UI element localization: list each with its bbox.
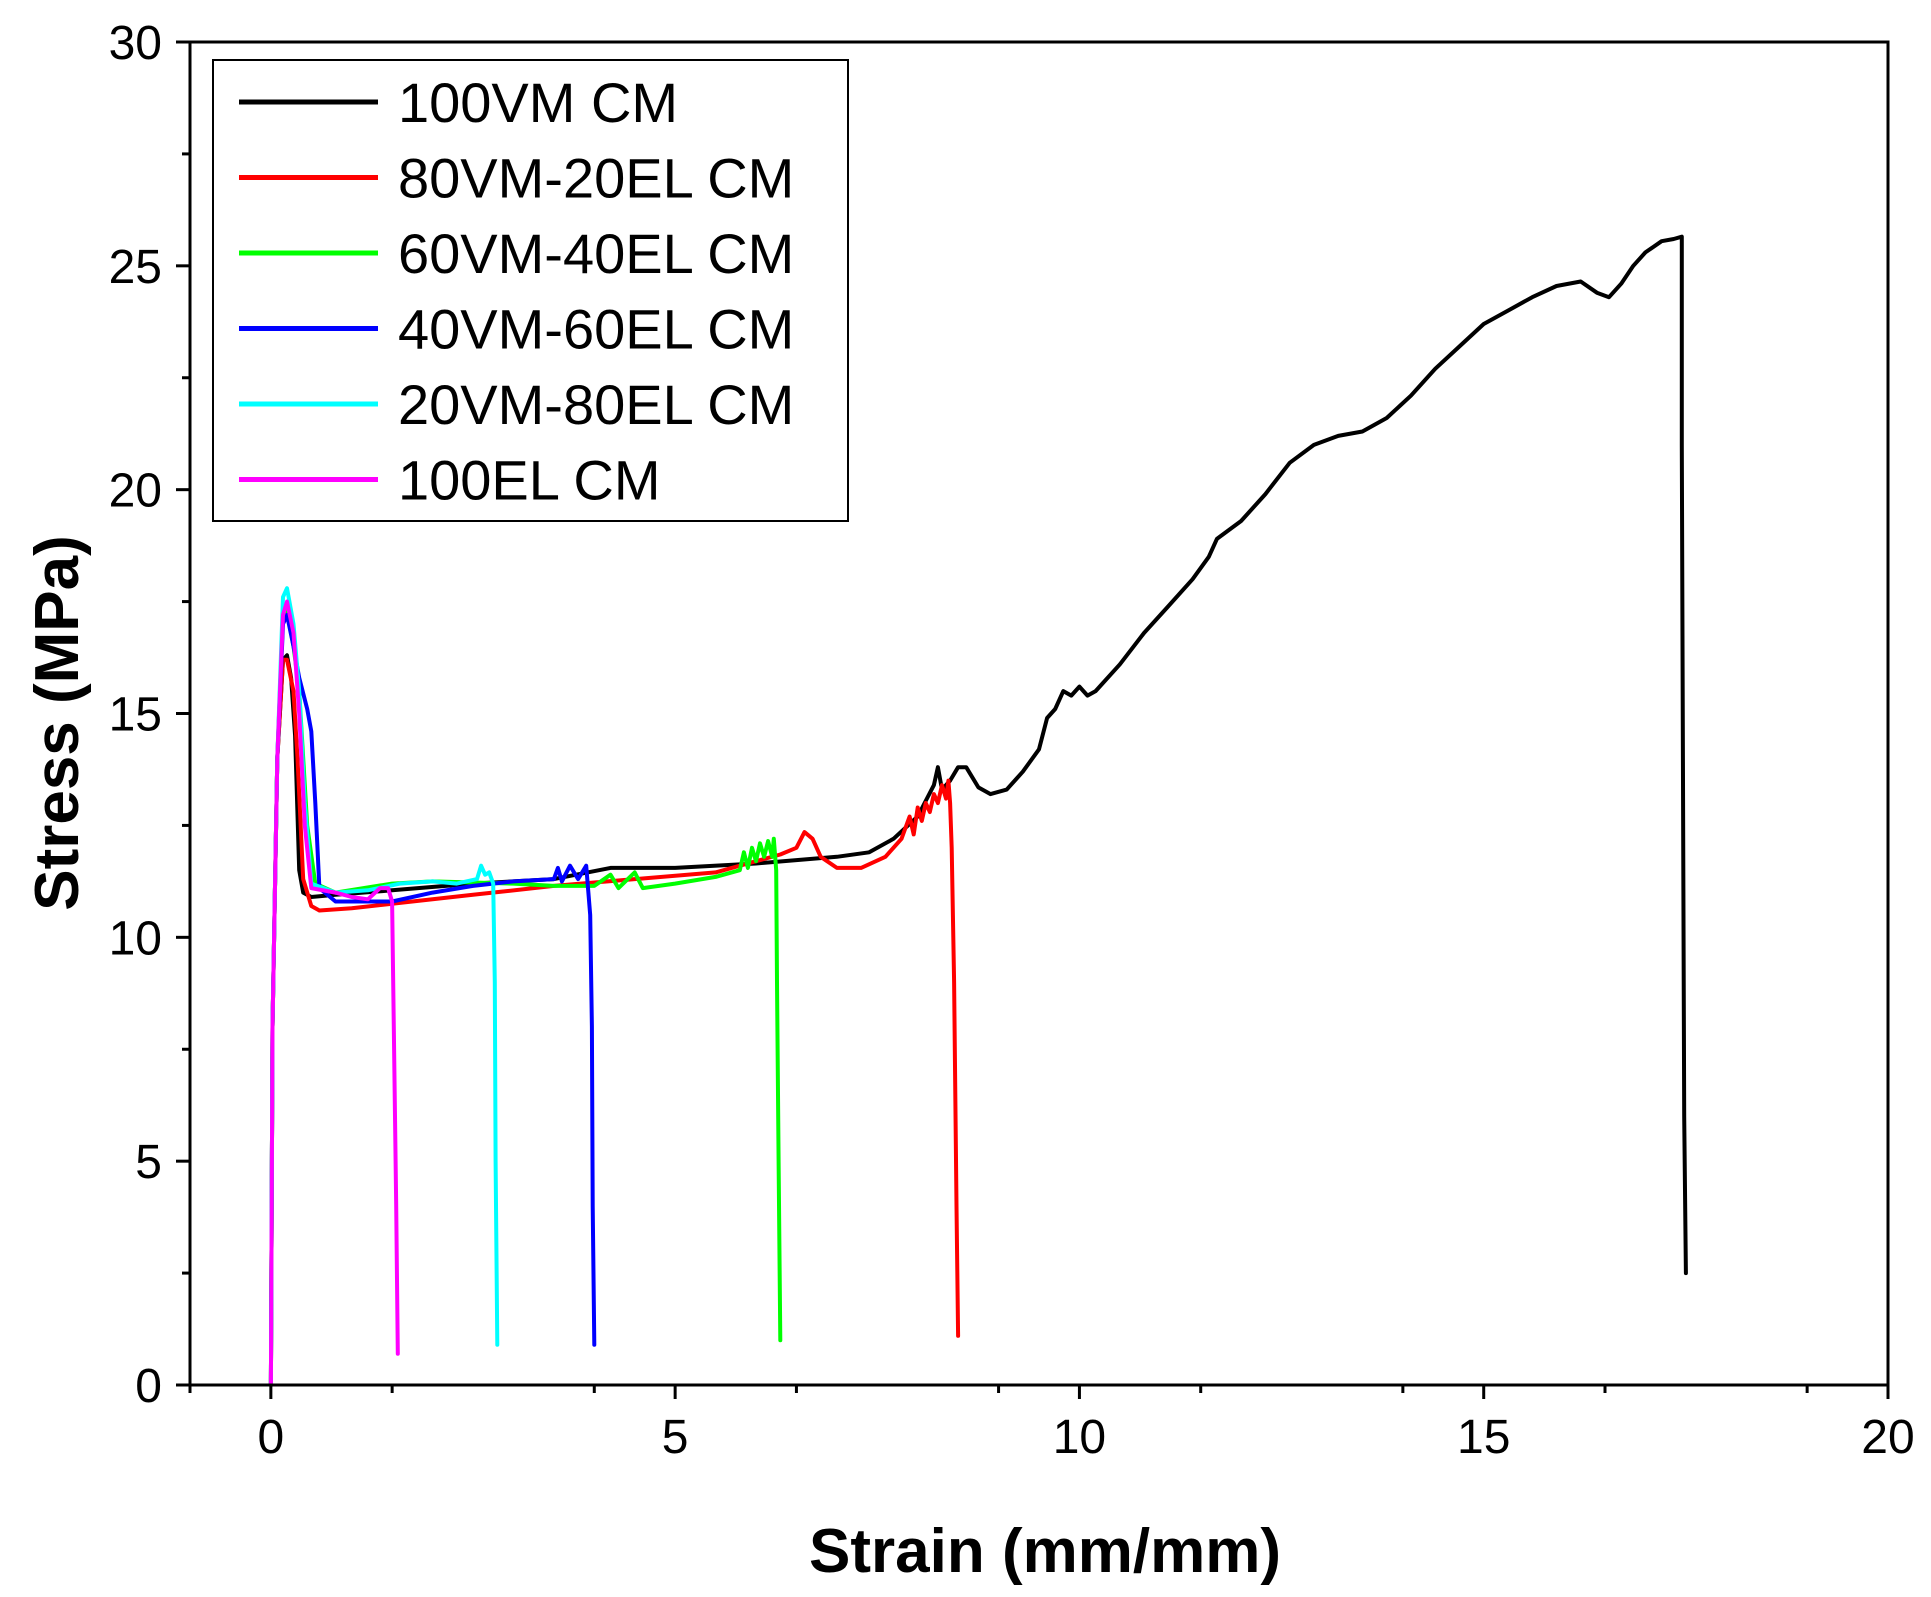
y-tick-label: 10 — [109, 912, 162, 965]
legend: 100VM CM 80VM-20EL CM 60VM-40EL CM 40VM-60E… — [212, 59, 849, 522]
legend-label-6: 100EL CM — [398, 449, 661, 512]
x-axis-title: Strain (mm/mm) — [809, 1517, 1281, 1586]
legend-label-1: 100VM CM — [398, 71, 678, 134]
series-layer — [268, 234, 1688, 1387]
series-line-4 — [268, 613, 597, 1387]
y-axis-title: Stress (MPa) — [23, 535, 92, 911]
legend-label-2: 80VM-20EL CM — [398, 147, 794, 210]
y-tick-label: 0 — [135, 1360, 162, 1413]
x-tick-label: 20 — [1861, 1411, 1914, 1464]
series-line-1 — [268, 234, 1688, 1387]
y-tick-label: 30 — [109, 17, 162, 70]
legend-label-5: 20VM-80EL CM — [398, 373, 794, 436]
x-tick-label: 0 — [258, 1411, 285, 1464]
x-tick-label: 10 — [1053, 1411, 1106, 1464]
y-tick-label: 25 — [109, 241, 162, 294]
x-tick-label: 5 — [662, 1411, 689, 1464]
y-tick-label: 15 — [109, 689, 162, 742]
y-tick-label: 5 — [135, 1136, 162, 1189]
series-line-6 — [268, 599, 400, 1387]
legend-box — [212, 59, 849, 522]
y-tick-label: 20 — [109, 465, 162, 518]
legend-label-3: 60VM-40EL CM — [398, 222, 794, 285]
x-tick-label: 15 — [1457, 1411, 1510, 1464]
axes-layer: 0 5 10 15 20 0 5 10 15 20 25 30 — [109, 17, 1915, 1464]
legend-label-4: 40VM-60EL CM — [398, 298, 794, 361]
series-line-2 — [268, 657, 961, 1387]
